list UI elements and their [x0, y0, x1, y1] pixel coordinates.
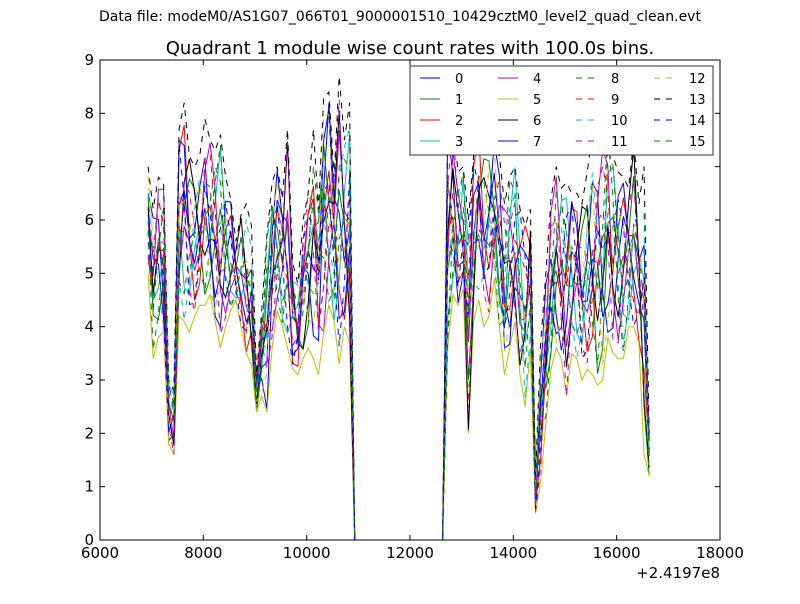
- legend-label-14: 14: [689, 114, 706, 129]
- legend-label-5: 5: [533, 93, 541, 108]
- legend-label-12: 12: [689, 72, 706, 87]
- y-tick-label: 2: [84, 424, 94, 442]
- x-tick-label: 12000: [386, 544, 434, 562]
- legend-label-1: 1: [455, 93, 463, 108]
- y-tick-label: 7: [84, 158, 94, 176]
- series-line-10: [147, 127, 650, 541]
- y-tick-label: 5: [84, 264, 94, 282]
- x-tick-label: 16000: [593, 544, 641, 562]
- legend-label-8: 8: [611, 72, 619, 87]
- x-tick-label: 6000: [81, 544, 119, 562]
- legend-box: [409, 65, 714, 156]
- x-tick-label: 8000: [184, 544, 222, 562]
- suptitle: Data file: modeM0/AS1G07_066T01_90000015…: [99, 9, 701, 25]
- x-tick-label: 14000: [489, 544, 537, 562]
- legend-label-13: 13: [689, 93, 706, 108]
- y-tick-label: 1: [84, 478, 94, 496]
- legend-label-15: 15: [689, 135, 706, 150]
- y-tick-label: 0: [84, 531, 94, 549]
- legend-label-4: 4: [533, 72, 541, 87]
- axis-layer: 6000 8000 10000 12000 14000 16000 180000123456…: [81, 51, 744, 562]
- y-tick-label: 8: [84, 104, 94, 122]
- legend-label-10: 10: [611, 114, 628, 129]
- legend-label-2: 2: [455, 114, 463, 129]
- legend-label-9: 9: [611, 93, 619, 108]
- x-tick-label: 10000: [283, 544, 331, 562]
- y-tick-label: 6: [84, 211, 94, 229]
- legend-label-0: 0: [455, 72, 463, 87]
- legend-label-6: 6: [533, 114, 541, 129]
- legend-label-3: 3: [455, 135, 463, 150]
- legend-label-7: 7: [533, 135, 541, 150]
- y-tick-label: 4: [84, 318, 94, 336]
- chart-title: Quadrant 1 module wise count rates with …: [166, 38, 655, 59]
- legend-label-11: 11: [611, 135, 628, 150]
- series-line-9: [147, 153, 650, 541]
- y-tick-label: 9: [84, 51, 94, 69]
- y-tick-label: 3: [84, 371, 94, 389]
- x-axis-offset-label: +2.4197e8: [636, 564, 720, 582]
- x-tick-label: 18000: [696, 544, 744, 562]
